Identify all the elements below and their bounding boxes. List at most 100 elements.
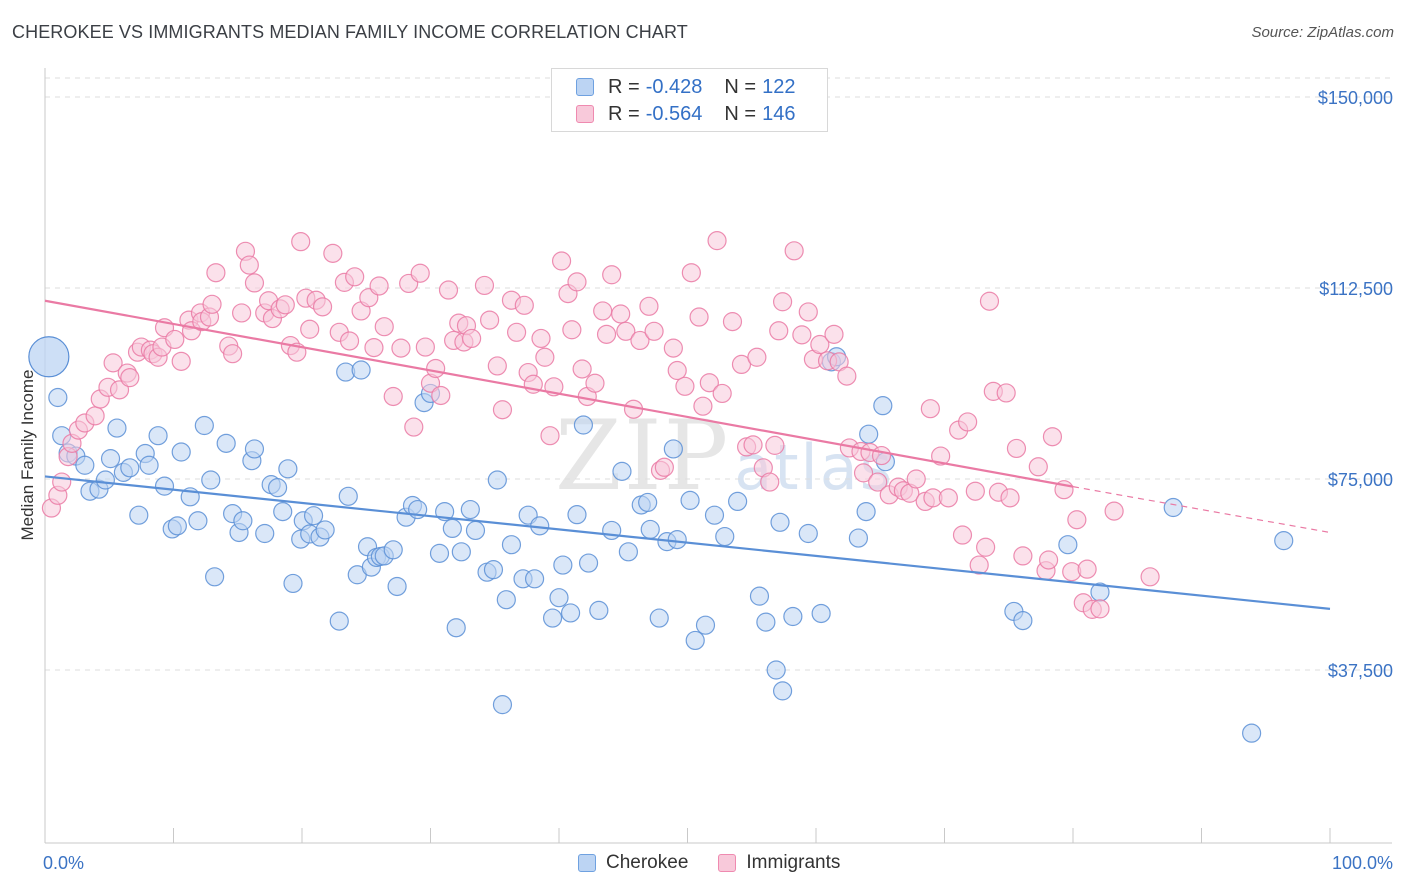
bottom-legend-swatch-cherokee bbox=[578, 854, 596, 872]
immigrants-point-45 bbox=[300, 319, 320, 339]
cherokee-point-24 bbox=[205, 567, 225, 587]
immigrants-point-58 bbox=[383, 386, 403, 407]
cherokee-point-68 bbox=[483, 560, 504, 580]
legend-row-immigrants: R = -0.564 N = 146 bbox=[576, 101, 795, 127]
immigrants-trend-line bbox=[44, 299, 1074, 488]
immigrants-point-104 bbox=[663, 338, 683, 358]
immigrants-point-73 bbox=[474, 275, 495, 296]
immigrants-point-169 bbox=[1077, 559, 1097, 579]
y-tick-label-0: $37,500 bbox=[1328, 661, 1393, 681]
cherokee-point-94 bbox=[667, 530, 687, 550]
immigrants-point-105 bbox=[667, 360, 687, 381]
immigrants-point-83 bbox=[535, 347, 555, 367]
bottom-legend: Cherokee Immigrants bbox=[578, 852, 870, 874]
immigrants-point-119 bbox=[760, 472, 780, 492]
cherokee-point-33 bbox=[267, 478, 288, 498]
immigrants-point-86 bbox=[551, 251, 572, 271]
legend-r-value: -0.428 bbox=[645, 75, 703, 98]
cherokee-point-91 bbox=[649, 608, 669, 628]
immigrants-point-161 bbox=[1028, 457, 1048, 477]
cherokee-point-102 bbox=[756, 612, 776, 632]
immigrants-point-109 bbox=[693, 396, 713, 416]
cherokee-point-21 bbox=[188, 511, 208, 531]
immigrants-point-113 bbox=[722, 312, 743, 332]
cherokee-point-54 bbox=[387, 576, 407, 597]
cherokee-point-85 bbox=[602, 520, 622, 541]
cherokee-trend-line bbox=[44, 475, 1331, 610]
immigrants-point-144 bbox=[920, 399, 940, 419]
legend-n-value: 122 bbox=[762, 75, 796, 98]
immigrants-point-159 bbox=[1006, 438, 1027, 459]
immigrants-point-137 bbox=[871, 445, 892, 466]
immigrants-point-32 bbox=[232, 303, 252, 323]
immigrants-point-172 bbox=[1104, 501, 1124, 521]
immigrants-point-151 bbox=[965, 481, 985, 501]
cherokee-point-86 bbox=[612, 461, 632, 481]
cherokee-point-82 bbox=[573, 415, 594, 435]
cherokee-point-77 bbox=[542, 608, 563, 628]
immigrants-point-29 bbox=[206, 263, 226, 283]
chart-source: Source: ZipAtlas.com bbox=[1251, 24, 1394, 41]
cherokee-point-104 bbox=[770, 512, 790, 532]
cherokee-point-98 bbox=[704, 505, 725, 525]
immigrants-point-127 bbox=[810, 334, 830, 355]
legend-swatch-immigrants bbox=[576, 105, 594, 123]
cherokee-point-93 bbox=[663, 439, 683, 459]
immigrants-point-129 bbox=[824, 324, 844, 344]
cherokee-point-87 bbox=[618, 542, 638, 562]
cherokee-point-0 bbox=[48, 387, 68, 408]
legend-n-label: N = bbox=[724, 75, 757, 98]
immigrants-point-120 bbox=[765, 435, 785, 455]
cherokee-point-62 bbox=[442, 518, 462, 539]
cherokee-point-108 bbox=[811, 603, 831, 624]
immigrants-point-124 bbox=[792, 325, 812, 345]
cherokee-point-28 bbox=[233, 511, 253, 531]
immigrants-point-121 bbox=[769, 321, 789, 341]
immigrants-point-153 bbox=[976, 537, 996, 557]
cherokee-point-100 bbox=[728, 491, 748, 512]
immigrants-point-75 bbox=[487, 356, 507, 376]
immigrants-point-48 bbox=[323, 243, 343, 263]
immigrants-point-56 bbox=[369, 276, 389, 296]
immigrants-point-147 bbox=[938, 488, 958, 508]
immigrants-point-67 bbox=[438, 280, 459, 300]
immigrants-point-99 bbox=[630, 330, 650, 351]
immigrants-point-134 bbox=[853, 463, 874, 483]
immigrants-point-96 bbox=[611, 304, 631, 324]
cherokee-point-114 bbox=[873, 396, 893, 416]
cherokee-point-97 bbox=[695, 615, 716, 635]
cherokee-point-113 bbox=[859, 424, 879, 444]
cherokee-point-4 bbox=[75, 455, 95, 475]
immigrants-point-10 bbox=[103, 353, 123, 373]
immigrants-point-152 bbox=[969, 555, 989, 575]
cherokee-point-36 bbox=[283, 573, 303, 594]
cherokee-point-121 bbox=[1242, 723, 1262, 743]
immigrants-point-106 bbox=[675, 376, 695, 396]
immigrants-point-72 bbox=[462, 328, 482, 349]
immigrants-point-142 bbox=[906, 469, 926, 489]
immigrants-point-31 bbox=[223, 344, 243, 364]
cherokee-point-71 bbox=[496, 590, 516, 610]
x-tick-label-0: 0.0% bbox=[43, 853, 84, 873]
cherokee-point-64 bbox=[451, 542, 471, 562]
immigrants-point-93 bbox=[593, 301, 613, 321]
immigrants-point-61 bbox=[404, 417, 424, 437]
x-tick-label-1: 100.0% bbox=[1332, 853, 1393, 873]
immigrants-point-55 bbox=[364, 337, 384, 358]
cherokee-point-80 bbox=[560, 603, 581, 623]
immigrants-point-100 bbox=[639, 296, 659, 316]
legend-r-value: -0.564 bbox=[645, 102, 703, 125]
immigrants-point-164 bbox=[1042, 427, 1063, 447]
immigrants-point-34 bbox=[239, 255, 259, 275]
cherokee-point-101 bbox=[749, 586, 770, 606]
immigrants-point-62 bbox=[410, 263, 430, 283]
y-tick-label-3: $150,000 bbox=[1318, 88, 1393, 108]
legend-row-cherokee: R = -0.428 N = 122 bbox=[576, 74, 795, 100]
cherokee-point-53 bbox=[383, 540, 403, 560]
cherokee-point-40 bbox=[303, 506, 324, 526]
cherokee-point-12 bbox=[129, 505, 149, 525]
legend: R = -0.428 N = 122 R = -0.564 N = 146 bbox=[551, 68, 828, 132]
cherokee-point-43 bbox=[329, 611, 349, 631]
immigrants-point-173 bbox=[1140, 567, 1160, 587]
